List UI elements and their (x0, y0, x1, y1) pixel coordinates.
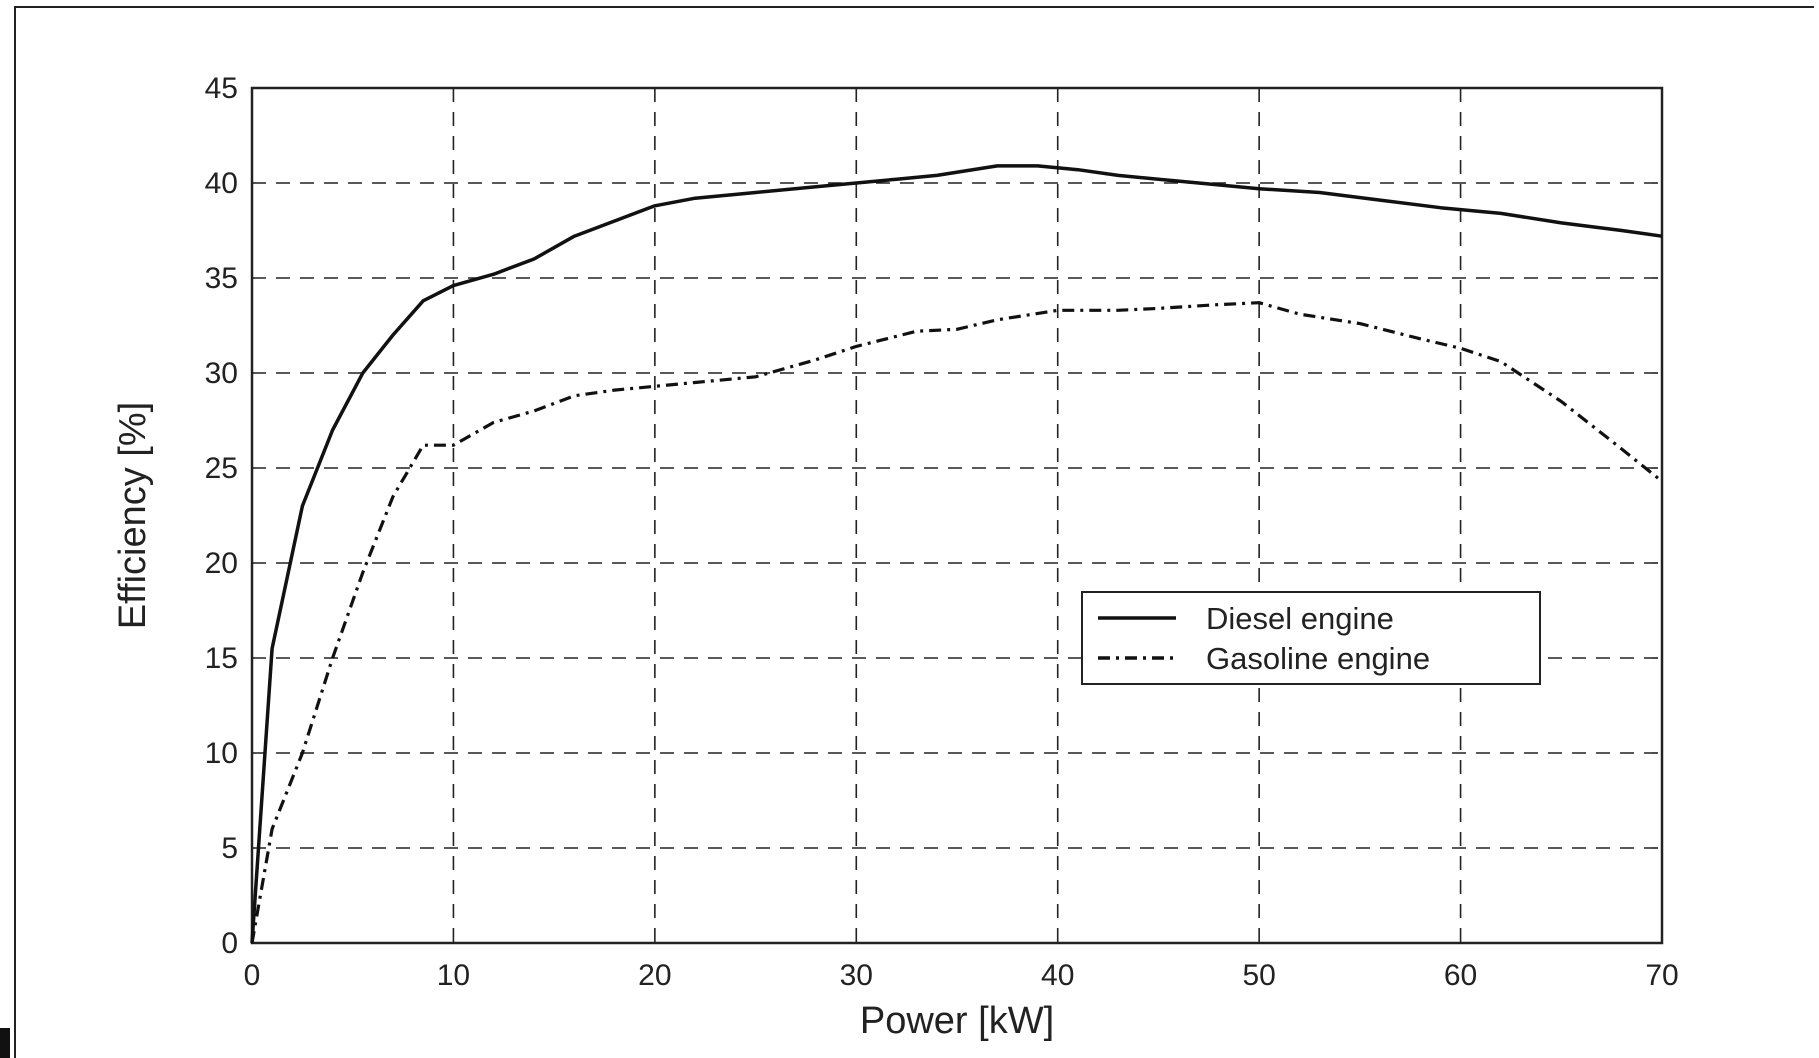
x-tick-label: 10 (437, 959, 470, 992)
series-line-diesel-engine (250, 164, 1663, 944)
x-tick-label: 40 (1041, 959, 1074, 992)
x-tick-label: 0 (244, 959, 261, 992)
frame-corner-mark (0, 1028, 10, 1058)
x-tick-label: 60 (1444, 959, 1477, 992)
y-tick-label: 5 (221, 832, 238, 865)
legend-label: Gasoline engine (1206, 641, 1430, 676)
legend-label: Diesel engine (1206, 601, 1394, 636)
y-tick-label: 25 (205, 452, 238, 485)
y-tick-label: 35 (205, 262, 238, 295)
x-tick-label: 30 (840, 959, 873, 992)
y-axis-title: Efficiency [%] (112, 402, 154, 629)
y-tick-label: 30 (205, 357, 238, 390)
y-tick-label: 15 (205, 642, 238, 675)
figure-frame (14, 6, 1814, 1058)
y-tick-label: 0 (221, 927, 238, 960)
series-line-gasoline-engine (250, 301, 1664, 944)
y-tick-label: 45 (205, 72, 238, 105)
legend: Diesel engine Gasoline engine (1081, 591, 1541, 685)
y-tick-label: 20 (205, 547, 238, 580)
plot-area (250, 86, 1664, 945)
y-tick-label: 40 (205, 167, 238, 200)
legend-box (1081, 591, 1541, 685)
x-tick-label: 50 (1242, 959, 1275, 992)
y-tick-label: 10 (205, 737, 238, 770)
x-tick-label: 20 (638, 959, 671, 992)
x-tick-label: 70 (1645, 959, 1678, 992)
x-axis-title: Power [kW] (860, 1000, 1054, 1042)
